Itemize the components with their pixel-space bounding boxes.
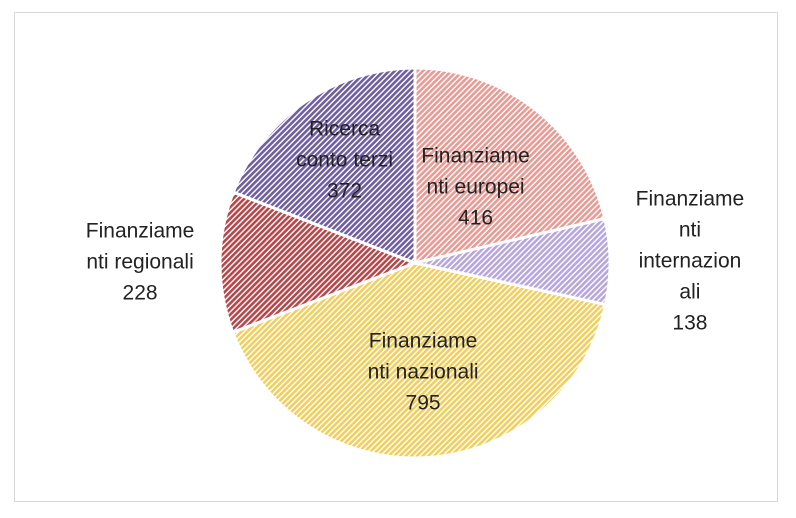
slice-label: Finanziamenti nazionali 795 xyxy=(367,325,479,418)
slice-label: Ricerca conto terzi 372 xyxy=(289,113,401,206)
pie-slice xyxy=(231,66,417,266)
category-label: Finanziamenti regionali xyxy=(85,219,195,274)
chart-frame xyxy=(14,12,778,502)
category-label: Finanziamenti internazionali xyxy=(635,187,745,304)
value-label: 372 xyxy=(327,179,363,203)
value-label: 795 xyxy=(405,391,441,415)
value-label: 416 xyxy=(458,206,494,230)
category-label: Ricerca conto terzi xyxy=(296,117,393,172)
pie-slice xyxy=(230,261,608,460)
slice-label: Finanziamenti europei 416 xyxy=(420,140,532,233)
slice-label: Finanziamenti internazionali 138 xyxy=(634,184,746,339)
pie-slice xyxy=(413,66,607,265)
slice-label: Finanziamenti regionali 228 xyxy=(84,215,196,308)
pie-slice xyxy=(218,190,420,335)
category-label: Finanziamenti nazionali xyxy=(367,329,479,384)
value-label: 228 xyxy=(122,281,158,305)
category-label: Finanziamenti europei xyxy=(421,144,530,199)
value-label: 138 xyxy=(672,311,708,335)
